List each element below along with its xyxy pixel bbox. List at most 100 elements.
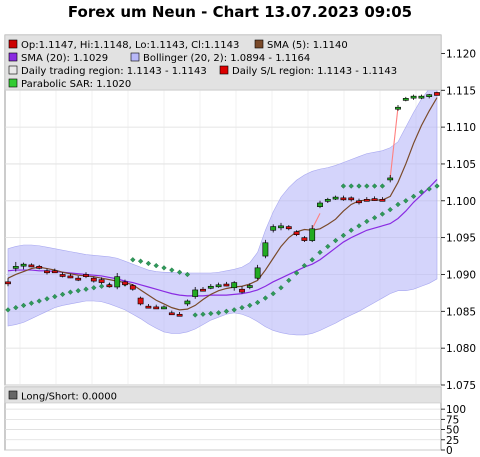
candle [36, 264, 43, 270]
candle [51, 268, 58, 274]
y-tick-label: 1.080 [446, 343, 476, 355]
psar-point [161, 265, 167, 271]
psar-point [247, 302, 253, 309]
candle-body [5, 281, 11, 285]
psar-point [192, 312, 198, 318]
candle [363, 197, 370, 202]
candle-body [418, 95, 425, 99]
legend-box [4, 34, 442, 91]
candle [137, 296, 144, 306]
candle [200, 287, 206, 292]
candle-body [223, 283, 230, 287]
legend-item: SMA (5): 1.1140 [254, 39, 348, 51]
candle-body [20, 263, 27, 267]
psar-point [364, 183, 370, 189]
candle-body [262, 242, 269, 257]
candle-body [301, 237, 308, 241]
psar-point [317, 249, 323, 256]
y-tick-label: 1.090 [446, 269, 476, 281]
candle [122, 279, 128, 287]
psar-point [239, 304, 245, 311]
candle-body [168, 312, 175, 316]
candle-body [200, 288, 206, 292]
candle-body [83, 274, 89, 277]
candle-body [231, 282, 238, 289]
candle [410, 94, 417, 100]
sub-legend-box [4, 386, 442, 404]
legend-swatch [8, 65, 18, 75]
legend-label: Bollinger (20, 2): 1.0894 - 1.1164 [143, 53, 310, 64]
candle [223, 281, 230, 287]
candle-body [184, 300, 191, 305]
psar-point [301, 262, 308, 269]
candle [293, 230, 300, 237]
trend-line [311, 213, 321, 230]
candle [231, 281, 238, 291]
candle-body [363, 199, 370, 202]
psar-point [379, 211, 386, 217]
psar-point [137, 258, 144, 264]
candle [285, 225, 292, 231]
legend-item: SMA (20): 1.1029 [8, 52, 108, 64]
psar-point [332, 237, 339, 244]
legend-item: Daily S/L region: 1.1143 - 1.1143 [219, 65, 397, 77]
candle-body [270, 226, 277, 231]
y-tick-label: 1.095 [446, 233, 476, 245]
candle [239, 286, 245, 294]
sub-y-tick-label: 100 [446, 404, 466, 416]
trend-lines [311, 107, 399, 230]
sma20-line [7, 179, 438, 297]
sub-grid [5, 408, 441, 451]
psar-point [434, 183, 440, 189]
psar-point [387, 206, 393, 213]
y-tick-label: 1.115 [446, 85, 476, 97]
candle-body [324, 199, 331, 202]
psar-point [356, 183, 362, 189]
candle-body [98, 279, 105, 283]
candle [28, 263, 35, 268]
candle [246, 283, 253, 290]
psar-point [184, 271, 191, 278]
candle [348, 196, 355, 202]
candle [161, 305, 167, 310]
candle-body [293, 231, 300, 235]
psar-point [340, 183, 347, 189]
psar-point [403, 198, 409, 204]
psar-point [293, 270, 300, 276]
candle [324, 197, 331, 203]
legend-item: Op:1.1147, Hi:1.1148, Lo:1.1143, Cl:1.11… [8, 39, 239, 51]
psar-point [325, 243, 331, 250]
candle-body [176, 313, 183, 317]
candle-body [356, 200, 362, 204]
psar-point [145, 260, 152, 267]
y-tick-label: 1.120 [446, 48, 476, 60]
psar-point [200, 311, 206, 317]
candle [426, 93, 433, 99]
candle-body [215, 284, 222, 288]
candle [184, 299, 191, 307]
y-tick-label: 1.110 [446, 122, 476, 134]
candle [371, 196, 378, 201]
candle [301, 236, 308, 243]
psar-point [44, 296, 50, 302]
psar-point [395, 201, 401, 208]
psar-point [348, 183, 354, 189]
psar-point [28, 300, 35, 306]
candle [129, 284, 136, 291]
legend-label: Parabolic SAR: 1.1020 [21, 79, 131, 90]
candle-body [36, 266, 43, 269]
psar-point [208, 310, 214, 317]
psar-point [215, 310, 222, 316]
candle-body [426, 94, 433, 97]
candle [98, 277, 105, 285]
candle-body [410, 95, 417, 99]
candle [90, 276, 97, 283]
psar-point [169, 267, 175, 273]
candle-body [434, 92, 440, 96]
legend-swatch [8, 78, 18, 88]
candle-body [122, 281, 128, 286]
candle-body [192, 289, 199, 297]
sub-legend-label: Long/Short: 0.0000 [21, 392, 117, 403]
candle-body [254, 267, 261, 279]
